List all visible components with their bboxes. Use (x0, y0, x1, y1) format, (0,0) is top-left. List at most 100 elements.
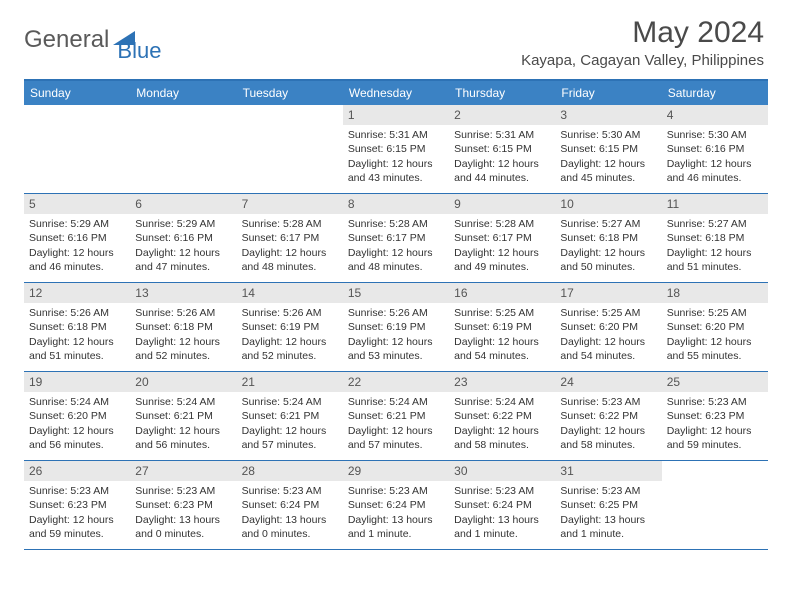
sunset-text: Sunset: 6:15 PM (454, 142, 550, 156)
day-number: 13 (130, 283, 236, 303)
sunrise-text: Sunrise: 5:25 AM (667, 306, 763, 320)
daylight-text: Daylight: 12 hours and 48 minutes. (348, 246, 444, 274)
daylight-text: Daylight: 12 hours and 43 minutes. (348, 157, 444, 185)
day-cell: 4Sunrise: 5:30 AMSunset: 6:16 PMDaylight… (662, 105, 768, 193)
daylight-text: Daylight: 12 hours and 49 minutes. (454, 246, 550, 274)
daylight-text: Daylight: 12 hours and 53 minutes. (348, 335, 444, 363)
day-number: 4 (662, 105, 768, 125)
daylight-text: Daylight: 12 hours and 58 minutes. (454, 424, 550, 452)
daylight-text: Daylight: 12 hours and 44 minutes. (454, 157, 550, 185)
daylight-text: Daylight: 12 hours and 57 minutes. (348, 424, 444, 452)
day-number (130, 105, 236, 125)
page-header: General Blue May 2024 Kayapa, Cagayan Va… (0, 0, 792, 73)
day-cell: 13Sunrise: 5:26 AMSunset: 6:18 PMDayligh… (130, 283, 236, 371)
sunrise-text: Sunrise: 5:23 AM (29, 484, 125, 498)
sunrise-text: Sunrise: 5:23 AM (560, 484, 656, 498)
day-cell: 28Sunrise: 5:23 AMSunset: 6:24 PMDayligh… (237, 461, 343, 549)
sunset-text: Sunset: 6:18 PM (29, 320, 125, 334)
sunrise-text: Sunrise: 5:28 AM (242, 217, 338, 231)
daylight-text: Daylight: 12 hours and 56 minutes. (135, 424, 231, 452)
day-number: 8 (343, 194, 449, 214)
daylight-text: Daylight: 13 hours and 0 minutes. (135, 513, 231, 541)
sunset-text: Sunset: 6:16 PM (29, 231, 125, 245)
sunrise-text: Sunrise: 5:28 AM (348, 217, 444, 231)
day-number: 7 (237, 194, 343, 214)
week-row: 1Sunrise: 5:31 AMSunset: 6:15 PMDaylight… (24, 105, 768, 194)
sunset-text: Sunset: 6:18 PM (135, 320, 231, 334)
sunrise-text: Sunrise: 5:25 AM (454, 306, 550, 320)
day-cell: 26Sunrise: 5:23 AMSunset: 6:23 PMDayligh… (24, 461, 130, 549)
brand-logo: General Blue (24, 16, 161, 64)
sunset-text: Sunset: 6:22 PM (560, 409, 656, 423)
sunrise-text: Sunrise: 5:23 AM (135, 484, 231, 498)
daylight-text: Daylight: 12 hours and 45 minutes. (560, 157, 656, 185)
day-cell: 19Sunrise: 5:24 AMSunset: 6:20 PMDayligh… (24, 372, 130, 460)
day-number (237, 105, 343, 125)
title-block: May 2024 Kayapa, Cagayan Valley, Philipp… (521, 16, 764, 69)
calendar-grid: SundayMondayTuesdayWednesdayThursdayFrid… (24, 79, 768, 550)
weekday-header: Wednesday (343, 81, 449, 105)
sunrise-text: Sunrise: 5:26 AM (348, 306, 444, 320)
day-cell: 18 Sunrise: 5:25 AMSunset: 6:20 PMDayligh… (662, 283, 768, 371)
daylight-text: Daylight: 12 hours and 48 minutes. (242, 246, 338, 274)
sunset-text: Sunset: 6:20 PM (667, 320, 763, 334)
sunset-text: Sunset: 6:24 PM (242, 498, 338, 512)
sunrise-text: Sunrise: 5:24 AM (242, 395, 338, 409)
sunset-text: Sunset: 6:23 PM (135, 498, 231, 512)
day-cell: 9Sunrise: 5:28 AMSunset: 6:17 PMDaylight… (449, 194, 555, 282)
location-subtitle: Kayapa, Cagayan Valley, Philippines (521, 52, 764, 69)
sunset-text: Sunset: 6:17 PM (242, 231, 338, 245)
sunrise-text: Sunrise: 5:24 AM (348, 395, 444, 409)
day-cell: 5Sunrise: 5:29 AMSunset: 6:16 PMDaylight… (24, 194, 130, 282)
day-number: 14 (237, 283, 343, 303)
day-cell: 21Sunrise: 5:24 AMSunset: 6:21 PMDayligh… (237, 372, 343, 460)
day-cell: 16Sunrise: 5:25 AMSunset: 6:19 PMDayligh… (449, 283, 555, 371)
sunset-text: Sunset: 6:25 PM (560, 498, 656, 512)
day-cell (130, 105, 236, 193)
day-number: 18 (662, 283, 768, 303)
sunset-text: Sunset: 6:23 PM (667, 409, 763, 423)
sunset-text: Sunset: 6:15 PM (348, 142, 444, 156)
day-cell: 31Sunrise: 5:23 AMSunset: 6:25 PMDayligh… (555, 461, 661, 549)
day-cell: 7 Sunrise: 5:28 AMSunset: 6:17 PMDaylight… (237, 194, 343, 282)
daylight-text: Daylight: 12 hours and 58 minutes. (560, 424, 656, 452)
sunrise-text: Sunrise: 5:24 AM (135, 395, 231, 409)
daylight-text: Daylight: 13 hours and 1 minute. (454, 513, 550, 541)
day-number: 29 (343, 461, 449, 481)
daylight-text: Daylight: 12 hours and 57 minutes. (242, 424, 338, 452)
day-cell: 25Sunrise: 5:23 AMSunset: 6:23 PMDayligh… (662, 372, 768, 460)
day-cell: 20Sunrise: 5:24 AMSunset: 6:21 PMDayligh… (130, 372, 236, 460)
weekday-header: Thursday (449, 81, 555, 105)
week-row: 26Sunrise: 5:23 AMSunset: 6:23 PMDayligh… (24, 461, 768, 550)
month-title: May 2024 (521, 16, 764, 50)
day-number: 12 (24, 283, 130, 303)
sunset-text: Sunset: 6:24 PM (348, 498, 444, 512)
day-cell: 1Sunrise: 5:31 AMSunset: 6:15 PMDaylight… (343, 105, 449, 193)
sunrise-text: Sunrise: 5:26 AM (242, 306, 338, 320)
sunrise-text: Sunrise: 5:30 AM (560, 128, 656, 142)
daylight-text: Daylight: 12 hours and 46 minutes. (29, 246, 125, 274)
sunrise-text: Sunrise: 5:29 AM (135, 217, 231, 231)
sunset-text: Sunset: 6:15 PM (560, 142, 656, 156)
sunset-text: Sunset: 6:19 PM (454, 320, 550, 334)
day-number (662, 461, 768, 481)
daylight-text: Daylight: 12 hours and 55 minutes. (667, 335, 763, 363)
weekday-header: Sunday (24, 81, 130, 105)
sunset-text: Sunset: 6:16 PM (667, 142, 763, 156)
daylight-text: Daylight: 12 hours and 52 minutes. (135, 335, 231, 363)
sunset-text: Sunset: 6:21 PM (348, 409, 444, 423)
sunrise-text: Sunrise: 5:31 AM (348, 128, 444, 142)
day-number: 24 (555, 372, 661, 392)
sunrise-text: Sunrise: 5:23 AM (242, 484, 338, 498)
sunrise-text: Sunrise: 5:27 AM (560, 217, 656, 231)
daylight-text: Daylight: 13 hours and 1 minute. (560, 513, 656, 541)
day-cell: 22Sunrise: 5:24 AMSunset: 6:21 PMDayligh… (343, 372, 449, 460)
sunrise-text: Sunrise: 5:23 AM (560, 395, 656, 409)
day-cell: 23Sunrise: 5:24 AMSunset: 6:22 PMDayligh… (449, 372, 555, 460)
day-number: 20 (130, 372, 236, 392)
week-row: 12Sunrise: 5:26 AMSunset: 6:18 PMDayligh… (24, 283, 768, 372)
sunset-text: Sunset: 6:17 PM (348, 231, 444, 245)
day-cell: 12Sunrise: 5:26 AMSunset: 6:18 PMDayligh… (24, 283, 130, 371)
sunrise-text: Sunrise: 5:24 AM (454, 395, 550, 409)
weekday-header: Friday (555, 81, 661, 105)
